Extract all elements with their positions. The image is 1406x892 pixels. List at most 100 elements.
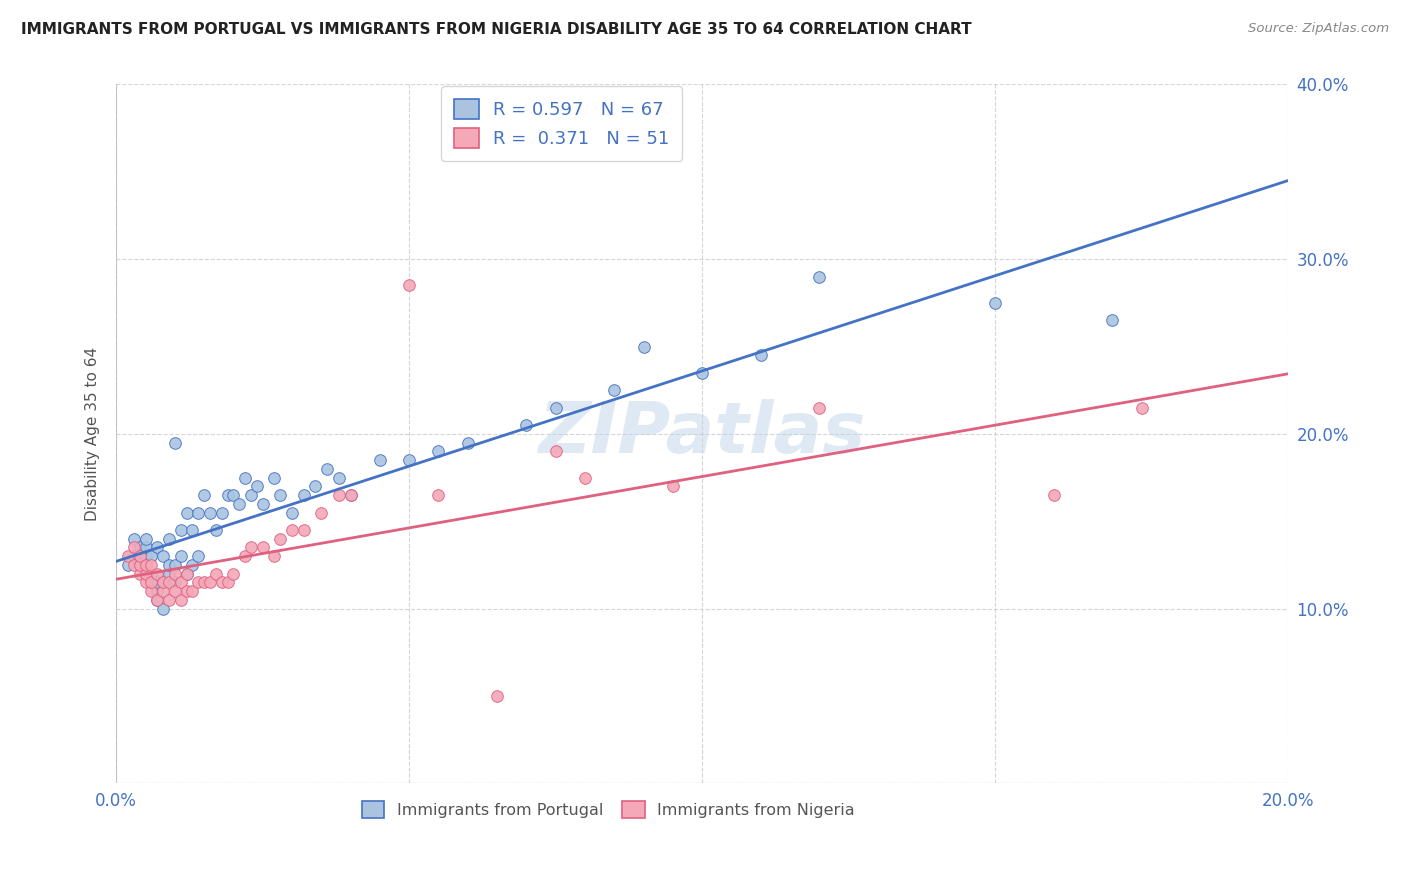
Point [217,488,239,502]
Point [193,488,215,502]
Point [157,593,180,607]
Point [128,549,150,564]
Point [135,566,157,581]
Point [544,444,567,458]
Point [269,532,291,546]
Point [117,549,139,564]
Point [163,575,186,590]
Point [117,558,139,572]
Point [157,566,180,581]
Point [135,532,157,546]
Point [170,575,193,590]
Point [328,470,350,484]
Point [427,444,450,458]
Point [544,401,567,415]
Point [292,523,315,537]
Point [135,575,157,590]
Point [146,541,169,555]
Point [135,558,157,572]
Point [128,566,150,581]
Point [176,566,198,581]
Point [135,541,157,555]
Point [176,584,198,599]
Point [187,506,209,520]
Point [211,575,233,590]
Point [233,549,256,564]
Point [222,566,245,581]
Point [135,566,157,581]
Point [141,549,163,564]
Point [122,549,145,564]
Point [122,532,145,546]
Point [157,532,180,546]
Point [228,497,250,511]
Point [152,601,174,615]
Point [1130,401,1153,415]
Point [240,541,263,555]
Point [304,479,326,493]
Point [339,488,361,502]
Point [141,558,163,572]
Point [252,497,274,511]
Point [633,340,655,354]
Point [135,558,157,572]
Point [152,575,174,590]
Point [146,566,169,581]
Point [170,523,193,537]
Point [269,488,291,502]
Point [211,506,233,520]
Point [157,558,180,572]
Point [181,584,204,599]
Point [398,453,420,467]
Point [1101,313,1123,327]
Point [808,401,831,415]
Point [141,566,163,581]
Point [246,479,269,493]
Point [163,566,186,581]
Point [252,541,274,555]
Y-axis label: Disability Age 35 to 64: Disability Age 35 to 64 [86,347,100,521]
Point [163,435,186,450]
Point [181,558,204,572]
Point [240,488,263,502]
Point [339,488,361,502]
Point [141,584,163,599]
Point [181,523,204,537]
Point [368,453,391,467]
Point [486,689,509,703]
Point [187,549,209,564]
Point [176,566,198,581]
Point [141,575,163,590]
Point [146,575,169,590]
Point [128,558,150,572]
Point [170,549,193,564]
Point [152,584,174,599]
Point [128,541,150,555]
Text: ZIPatlas: ZIPatlas [538,400,866,468]
Point [281,523,304,537]
Point [281,506,304,520]
Point [163,584,186,599]
Point [217,575,239,590]
Point [263,549,285,564]
Point [515,418,537,433]
Point [749,348,772,362]
Point [152,549,174,564]
Point [233,470,256,484]
Point [205,523,228,537]
Point [603,383,626,397]
Point [176,506,198,520]
Point [222,488,245,502]
Point [135,549,157,564]
Point [157,575,180,590]
Point [146,593,169,607]
Point [122,558,145,572]
Point [328,488,350,502]
Point [187,575,209,590]
Point [122,541,145,555]
Point [146,584,169,599]
Point [574,470,596,484]
Point [170,593,193,607]
Point [163,558,186,572]
Point [205,566,228,581]
